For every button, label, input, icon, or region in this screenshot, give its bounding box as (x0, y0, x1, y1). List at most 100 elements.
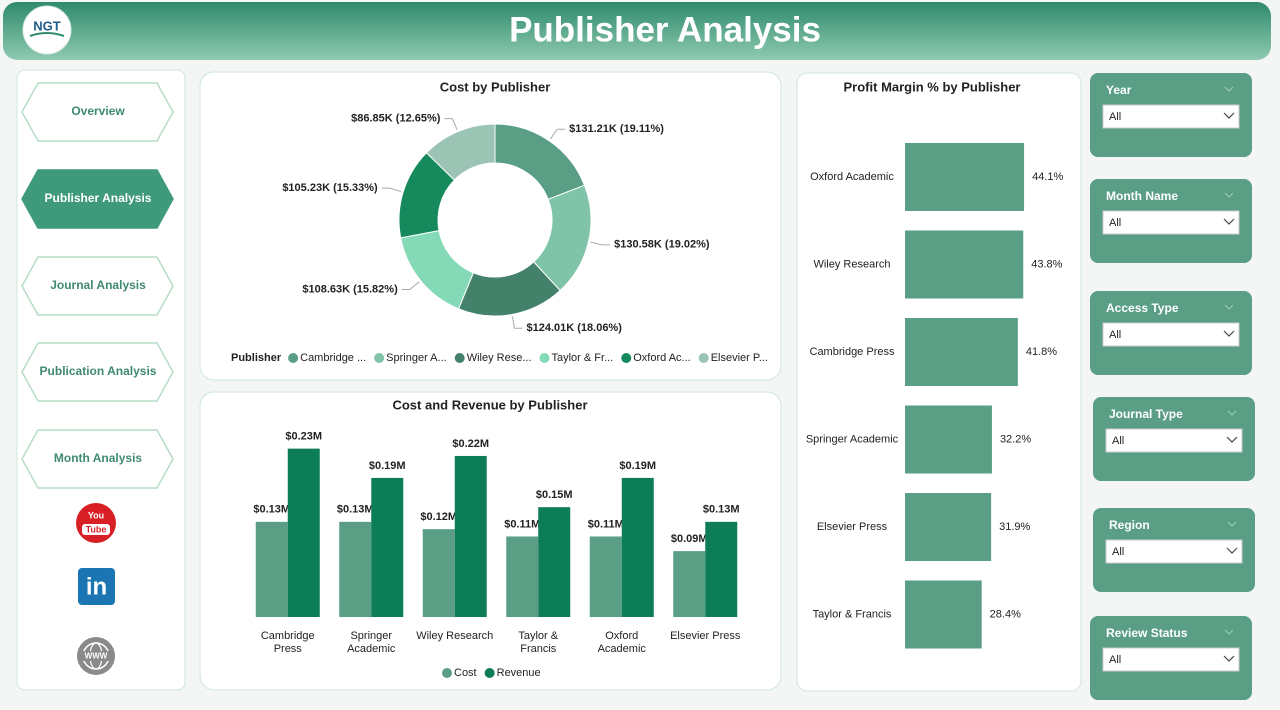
data-label: 32.2% (1000, 433, 1031, 445)
data-label: 43.8% (1031, 258, 1062, 270)
filter-collapse (1227, 410, 1237, 416)
dropdown-chevron (1226, 436, 1238, 443)
leader-line (511, 316, 523, 329)
x-tick-label: Cambridge Press (261, 630, 315, 655)
data-label: $0.11M (504, 518, 540, 530)
header-bar (3, 2, 1271, 60)
dropdown-value[interactable]: All (1112, 546, 1124, 558)
legend-label: Cost (454, 667, 477, 679)
bar (905, 318, 1018, 386)
leader-line (590, 241, 611, 246)
x-tick-label: Springer Academic (347, 630, 396, 655)
filter-label: Year (1106, 83, 1132, 97)
filter-collapse (1224, 192, 1234, 198)
nav-label[interactable]: Month Analysis (54, 451, 143, 465)
data-label: $0.15M (536, 489, 573, 501)
bar (905, 493, 992, 561)
dropdown-value[interactable]: All (1112, 435, 1124, 447)
x-tick-label: Wiley Research (416, 630, 493, 642)
dropdown-chevron (1223, 330, 1235, 337)
data-label: $0.11M (588, 518, 624, 530)
nav-label[interactable]: Overview (71, 104, 125, 118)
donut-panel (199, 71, 782, 381)
nav-button[interactable] (21, 169, 174, 229)
dropdown-chevron (1223, 218, 1235, 225)
data-label: 31.9% (999, 521, 1030, 533)
chart-title: Cost and Revenue by Publisher (392, 397, 587, 412)
filter-label: Access Type (1106, 301, 1179, 315)
legend-marker (539, 353, 550, 363)
logo-text: NGT (33, 18, 61, 33)
dropdown-value[interactable]: All (1109, 329, 1121, 341)
data-label: $124.01K (18.06%) (526, 322, 622, 334)
bar (705, 521, 738, 617)
bar (422, 529, 455, 617)
data-label: $105.23K (15.33%) (282, 182, 378, 194)
filter-label: Journal Type (1109, 407, 1183, 421)
y-tick-label: Springer Academic (806, 433, 899, 445)
dropdown-chevron (1223, 112, 1235, 119)
bar (255, 521, 288, 617)
bar (589, 536, 622, 617)
nav-button[interactable] (21, 256, 174, 316)
legend-label: Elsevier P... (711, 352, 768, 364)
dropdown-chevron (1226, 547, 1238, 554)
x-tick-label: Oxford Academic (598, 630, 647, 655)
data-label: $0.19M (369, 460, 406, 472)
y-tick-label: Oxford Academic (810, 171, 894, 183)
data-label: $0.19M (619, 460, 656, 472)
legend-marker (442, 668, 452, 678)
bar (339, 521, 372, 617)
nav-label[interactable]: Journal Analysis (50, 278, 146, 292)
dropdown[interactable] (1102, 647, 1240, 672)
legend-title: Publisher (231, 352, 282, 364)
nav-label[interactable]: Publication Analysis (40, 364, 157, 378)
leader-line (444, 118, 458, 130)
legend-marker (374, 353, 385, 363)
leader-line (401, 281, 420, 291)
legend-marker (454, 353, 465, 363)
dropdown-value[interactable]: All (1109, 217, 1121, 229)
leader-line (549, 128, 566, 140)
filter-collapse (1227, 521, 1237, 527)
y-tick-label: Wiley Research (813, 258, 890, 270)
youtube-icon[interactable] (76, 503, 116, 543)
youtube-text: You (88, 510, 104, 520)
bar (905, 230, 1024, 299)
bar (905, 405, 992, 474)
legend-marker (288, 353, 299, 363)
youtube-text: Tube (86, 524, 107, 534)
filter-label: Region (1109, 518, 1150, 532)
legend-label: Revenue (497, 667, 541, 679)
donut-slice (425, 123, 496, 181)
nav-button[interactable] (21, 82, 174, 142)
legend-label: Cambridge ... (300, 352, 366, 364)
nav-button[interactable] (21, 342, 174, 402)
legend-label: Taylor & Fr... (552, 352, 614, 364)
nav-label[interactable]: Publisher Analysis (45, 191, 152, 205)
filter-collapse (1224, 86, 1234, 92)
data-label: $0.13M (703, 504, 740, 516)
dropdown[interactable] (1105, 539, 1243, 564)
dropdown[interactable] (1102, 210, 1240, 235)
linkedin-icon[interactable] (78, 568, 115, 605)
web-text: WWW (85, 652, 108, 661)
nav-button[interactable] (21, 429, 174, 489)
bar (621, 477, 654, 617)
legend-marker (698, 353, 709, 363)
linkedin-text: in (86, 573, 107, 600)
dropdown-value[interactable]: All (1109, 654, 1121, 666)
youtube-badge (82, 524, 110, 535)
dropdown[interactable] (1102, 104, 1240, 129)
dropdown[interactable] (1105, 428, 1243, 453)
dropdown[interactable] (1102, 322, 1240, 347)
dropdown-chevron (1223, 655, 1235, 662)
dropdown-value[interactable]: All (1109, 111, 1121, 123)
data-label: $0.12M (420, 511, 457, 523)
filter-label: Review Status (1106, 626, 1188, 640)
data-label: $131.21K (19.11%) (569, 123, 664, 135)
bar (371, 477, 404, 617)
data-label: $130.58K (19.02%) (614, 239, 710, 251)
data-label: 41.8% (1026, 346, 1057, 358)
